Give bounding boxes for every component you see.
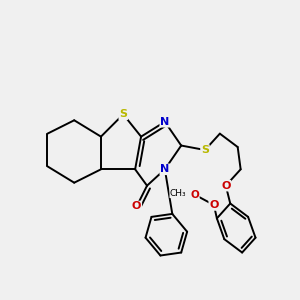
Text: O: O — [132, 202, 141, 212]
Text: O: O — [221, 181, 230, 191]
Text: N: N — [160, 117, 170, 127]
Text: S: S — [201, 145, 209, 155]
Text: S: S — [119, 109, 127, 119]
Text: CH₃: CH₃ — [170, 189, 187, 198]
Text: O: O — [209, 200, 219, 210]
Text: N: N — [160, 164, 170, 174]
Text: O: O — [190, 190, 199, 200]
